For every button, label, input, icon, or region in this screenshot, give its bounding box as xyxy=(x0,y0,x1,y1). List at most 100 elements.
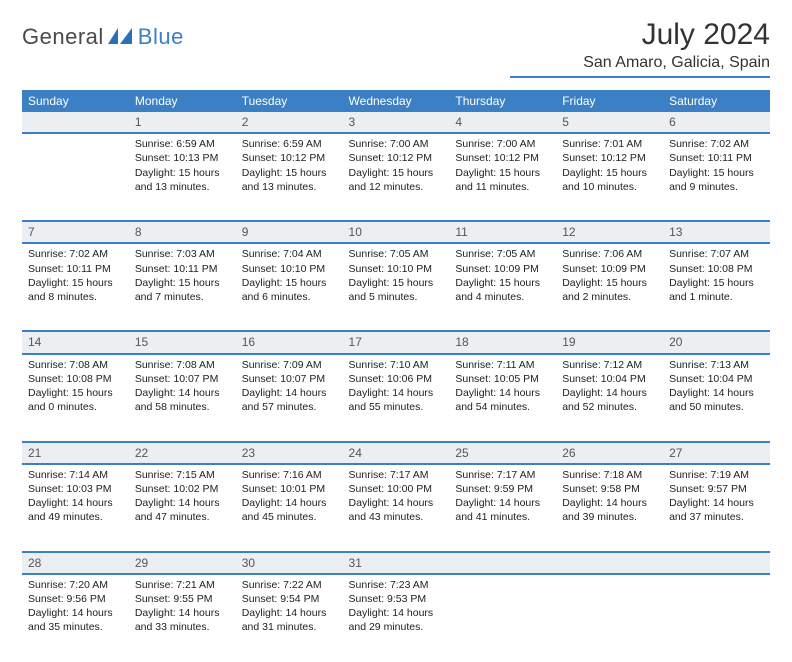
day-number: 24 xyxy=(343,442,450,464)
sail-icon xyxy=(108,28,134,46)
day-cell: Sunrise: 7:10 AMSunset: 10:06 PMDaylight… xyxy=(343,354,450,442)
daynum-row: 14151617181920 xyxy=(22,331,770,353)
day-number: 3 xyxy=(343,112,450,133)
weekday-header: Friday xyxy=(556,90,663,112)
month-title: July 2024 xyxy=(642,18,770,52)
daylight-text: Daylight: 15 hours and 2 minutes. xyxy=(562,276,657,304)
day-cell: Sunrise: 7:02 AMSunset: 10:11 PMDaylight… xyxy=(663,133,770,221)
day-number: 12 xyxy=(556,221,663,243)
day-number: 23 xyxy=(236,442,343,464)
day-cell: Sunrise: 7:08 AMSunset: 10:07 PMDaylight… xyxy=(129,354,236,442)
sunrise-text: Sunrise: 7:17 AM xyxy=(455,468,550,482)
day-number: 26 xyxy=(556,442,663,464)
daylight-text: Daylight: 14 hours and 52 minutes. xyxy=(562,386,657,414)
sunset-text: Sunset: 10:04 PM xyxy=(669,372,764,386)
sunrise-text: Sunrise: 7:05 AM xyxy=(349,247,444,261)
day-cell: Sunrise: 7:02 AMSunset: 10:11 PMDaylight… xyxy=(22,243,129,331)
sunset-text: Sunset: 10:07 PM xyxy=(242,372,337,386)
day-cell: Sunrise: 7:14 AMSunset: 10:03 PMDaylight… xyxy=(22,464,129,552)
brand-word1: General xyxy=(22,24,104,50)
sunset-text: Sunset: 10:02 PM xyxy=(135,482,230,496)
day-cell: Sunrise: 6:59 AMSunset: 10:12 PMDaylight… xyxy=(236,133,343,221)
day-number: 29 xyxy=(129,552,236,574)
day-cell: Sunrise: 7:07 AMSunset: 10:08 PMDaylight… xyxy=(663,243,770,331)
sunrise-text: Sunrise: 7:09 AM xyxy=(242,358,337,372)
sunrise-text: Sunrise: 7:12 AM xyxy=(562,358,657,372)
day-number xyxy=(556,552,663,574)
day-number: 19 xyxy=(556,331,663,353)
day-number: 10 xyxy=(343,221,450,243)
sunrise-text: Sunrise: 7:05 AM xyxy=(455,247,550,261)
day-number: 1 xyxy=(129,112,236,133)
day-number: 28 xyxy=(22,552,129,574)
day-cell: Sunrise: 7:15 AMSunset: 10:02 PMDaylight… xyxy=(129,464,236,552)
day-cell: Sunrise: 7:22 AMSunset: 9:54 PMDaylight:… xyxy=(236,574,343,662)
sunset-text: Sunset: 9:54 PM xyxy=(242,592,337,606)
sunrise-text: Sunrise: 7:17 AM xyxy=(349,468,444,482)
day-number xyxy=(22,112,129,133)
day-number: 6 xyxy=(663,112,770,133)
day-cell xyxy=(22,133,129,221)
sunrise-text: Sunrise: 7:22 AM xyxy=(242,578,337,592)
sunset-text: Sunset: 10:12 PM xyxy=(455,151,550,165)
daylight-text: Daylight: 14 hours and 31 minutes. xyxy=(242,606,337,634)
sunrise-text: Sunrise: 7:11 AM xyxy=(455,358,550,372)
brand-logo: General Blue xyxy=(22,24,184,50)
day-cell: Sunrise: 7:04 AMSunset: 10:10 PMDaylight… xyxy=(236,243,343,331)
sunrise-text: Sunrise: 7:08 AM xyxy=(28,358,123,372)
day-content-row: Sunrise: 7:14 AMSunset: 10:03 PMDaylight… xyxy=(22,464,770,552)
sunrise-text: Sunrise: 7:15 AM xyxy=(135,468,230,482)
sunrise-text: Sunrise: 7:18 AM xyxy=(562,468,657,482)
sunrise-text: Sunrise: 6:59 AM xyxy=(135,137,230,151)
sunrise-text: Sunrise: 7:06 AM xyxy=(562,247,657,261)
sunrise-text: Sunrise: 7:21 AM xyxy=(135,578,230,592)
daylight-text: Daylight: 15 hours and 13 minutes. xyxy=(242,166,337,194)
day-number: 18 xyxy=(449,331,556,353)
day-number: 16 xyxy=(236,331,343,353)
day-number: 2 xyxy=(236,112,343,133)
day-cell: Sunrise: 7:17 AMSunset: 10:00 PMDaylight… xyxy=(343,464,450,552)
daylight-text: Daylight: 15 hours and 12 minutes. xyxy=(349,166,444,194)
sunset-text: Sunset: 10:00 PM xyxy=(349,482,444,496)
location-label: San Amaro, Galicia, Spain xyxy=(510,54,770,78)
sunrise-text: Sunrise: 7:20 AM xyxy=(28,578,123,592)
day-number xyxy=(449,552,556,574)
sunset-text: Sunset: 10:05 PM xyxy=(455,372,550,386)
daylight-text: Daylight: 14 hours and 47 minutes. xyxy=(135,496,230,524)
day-number: 7 xyxy=(22,221,129,243)
sunset-text: Sunset: 10:11 PM xyxy=(135,262,230,276)
sunset-text: Sunset: 10:12 PM xyxy=(242,151,337,165)
day-number: 13 xyxy=(663,221,770,243)
daylight-text: Daylight: 15 hours and 13 minutes. xyxy=(135,166,230,194)
daynum-row: 21222324252627 xyxy=(22,442,770,464)
day-number xyxy=(663,552,770,574)
daylight-text: Daylight: 15 hours and 4 minutes. xyxy=(455,276,550,304)
sunrise-text: Sunrise: 7:03 AM xyxy=(135,247,230,261)
day-number: 5 xyxy=(556,112,663,133)
daylight-text: Daylight: 15 hours and 9 minutes. xyxy=(669,166,764,194)
daylight-text: Daylight: 14 hours and 49 minutes. xyxy=(28,496,123,524)
day-cell: Sunrise: 7:13 AMSunset: 10:04 PMDaylight… xyxy=(663,354,770,442)
day-number: 8 xyxy=(129,221,236,243)
day-cell: Sunrise: 7:00 AMSunset: 10:12 PMDaylight… xyxy=(449,133,556,221)
day-cell: Sunrise: 7:05 AMSunset: 10:10 PMDaylight… xyxy=(343,243,450,331)
sunset-text: Sunset: 9:56 PM xyxy=(28,592,123,606)
daylight-text: Daylight: 14 hours and 29 minutes. xyxy=(349,606,444,634)
day-cell xyxy=(663,574,770,662)
sunset-text: Sunset: 10:06 PM xyxy=(349,372,444,386)
weekday-header: Saturday xyxy=(663,90,770,112)
day-cell: Sunrise: 7:08 AMSunset: 10:08 PMDaylight… xyxy=(22,354,129,442)
sunset-text: Sunset: 10:11 PM xyxy=(28,262,123,276)
sunset-text: Sunset: 10:01 PM xyxy=(242,482,337,496)
title-block: July 2024 San Amaro, Galicia, Spain xyxy=(510,18,770,78)
day-cell: Sunrise: 7:06 AMSunset: 10:09 PMDaylight… xyxy=(556,243,663,331)
sunrise-text: Sunrise: 7:01 AM xyxy=(562,137,657,151)
day-cell: Sunrise: 7:01 AMSunset: 10:12 PMDaylight… xyxy=(556,133,663,221)
sunset-text: Sunset: 9:58 PM xyxy=(562,482,657,496)
sunrise-text: Sunrise: 7:04 AM xyxy=(242,247,337,261)
sunset-text: Sunset: 10:11 PM xyxy=(669,151,764,165)
daylight-text: Daylight: 14 hours and 50 minutes. xyxy=(669,386,764,414)
daylight-text: Daylight: 14 hours and 35 minutes. xyxy=(28,606,123,634)
sunrise-text: Sunrise: 7:02 AM xyxy=(669,137,764,151)
daylight-text: Daylight: 14 hours and 43 minutes. xyxy=(349,496,444,524)
